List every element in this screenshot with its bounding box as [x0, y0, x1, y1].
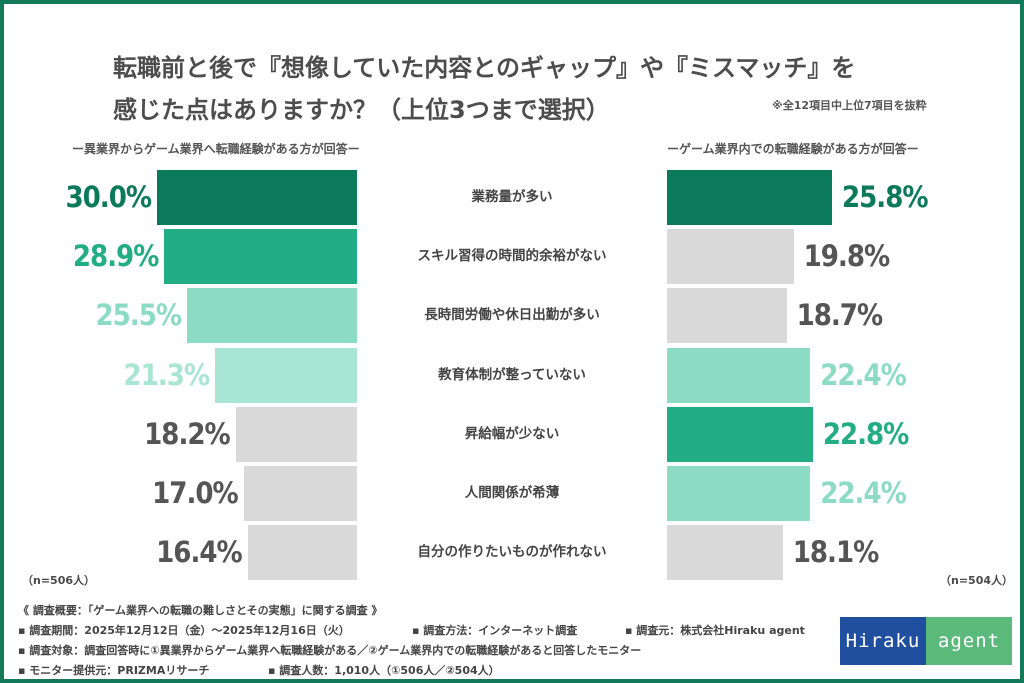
left-value-label: 18.2% [144, 416, 231, 451]
survey-method: ▪ 調査方法：インターネット調査 [412, 624, 578, 637]
right-value-label: 22.4% [820, 357, 907, 392]
survey-count: ▪ 調査人数：1,010人（①506人／②504人） [268, 664, 500, 677]
category-label: 人間関係が希薄 [464, 485, 560, 501]
left-bar [164, 229, 357, 285]
left-bar [235, 406, 357, 462]
left-bar [187, 288, 357, 344]
left-value-label: 17.0% [152, 476, 239, 510]
chart-title-line1: 転職前と後で『想像していた内容とのギャップ』や『ミスマッチ』を [113, 54, 856, 82]
left-bar [157, 170, 357, 225]
category-label: 自分の作りたいものが作れない [417, 544, 607, 561]
right-bar [667, 347, 811, 403]
right-bar [667, 466, 811, 521]
right-bar [667, 406, 813, 462]
left-bar [215, 347, 357, 403]
chart-title-line2: 感じた点はありますか？（上位3つまで選択） [113, 96, 610, 124]
right-value-label: 25.8% [842, 180, 929, 214]
left-value-label: 25.5% [95, 298, 182, 333]
right-value-label: 18.1% [792, 535, 880, 570]
left-value-label: 30.0% [65, 180, 152, 214]
category-label: 昇給幅が少ない [464, 425, 560, 442]
right-value-label: 18.7% [796, 298, 884, 333]
category-label: 長時間労働や休日出勤が多い [424, 307, 600, 324]
right-bar [667, 170, 832, 225]
right-bar [667, 229, 794, 285]
left-value-label: 16.4% [156, 535, 243, 570]
left-value-label: 21.3% [123, 357, 210, 392]
right-sample-size: （n=504人） [940, 574, 1014, 587]
logo-part-agent: agent [926, 617, 1012, 665]
left-value-label: 28.9% [72, 239, 160, 274]
category-label: スキル習得の時間的余裕がない [417, 248, 607, 265]
left-bar [243, 466, 357, 521]
left-bar [247, 525, 357, 581]
chart-note: ※全12項目中上位7項目を抜粋 [772, 99, 927, 112]
survey-overview: 《 調査概要：「ゲーム業界への転職の難しさとその実態」に関する調査 》 [18, 604, 383, 617]
hiraku-agent-logo: Hiraku agent [840, 617, 1012, 665]
logo-part-hiraku: Hiraku [840, 617, 926, 665]
survey-target: ▪ 調査対象：調査回答時に①異業界からゲーム業界へ転職経験がある／②ゲーム業界内… [18, 644, 642, 657]
left-sample-size: （n=506人） [22, 574, 96, 587]
survey-source: ▪ 調査元：株式会社Hiraku agent [625, 624, 805, 637]
category-label: 教育体制が整っていない [438, 366, 586, 383]
right-value-label: 22.4% [820, 476, 907, 510]
right-bar [667, 288, 787, 344]
right-series-label: ーゲーム業界内での転職経験がある方が回答ー [667, 142, 919, 156]
left-series-label: ー異業界からゲーム業界へ転職経験がある方が回答ー [72, 142, 360, 156]
right-bar [667, 525, 783, 581]
right-value-label: 22.8% [822, 416, 910, 451]
right-value-label: 19.8% [803, 239, 891, 274]
monitor-provider: ▪ モニター提供元：PRIZMAリサーチ [18, 664, 210, 677]
category-label: 業務量が多い [471, 189, 553, 205]
survey-period: ▪ 調査期間：2025年12月12日（金）～2025年12月16日（火） [18, 624, 350, 637]
